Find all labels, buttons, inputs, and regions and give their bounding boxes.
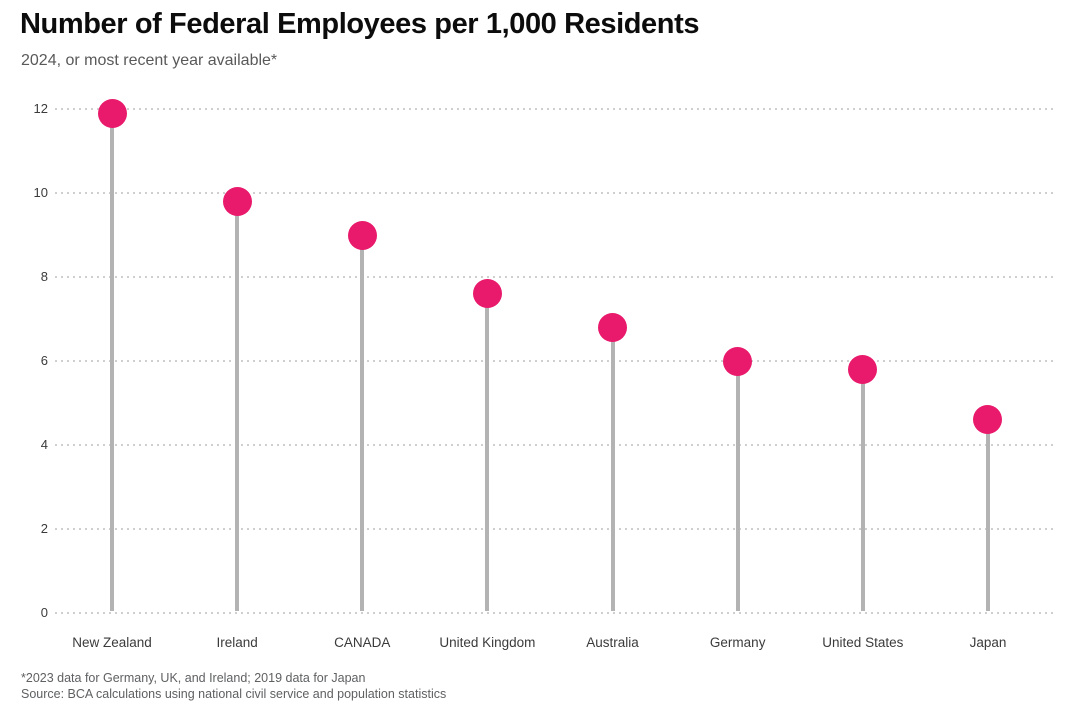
gridline-y-12 (55, 108, 1057, 110)
x-category-label: New Zealand (72, 635, 152, 650)
x-category-label: CANADA (334, 635, 391, 650)
chart-footnotes: *2023 data for Germany, UK, and Ireland;… (21, 670, 921, 702)
lollipop-stem (485, 293, 490, 611)
gridline-y-10 (55, 192, 1057, 194)
footnote-data-years: *2023 data for Germany, UK, and Ireland;… (21, 671, 366, 685)
lollipop-dot (97, 98, 127, 128)
lollipop-dot (472, 279, 502, 309)
lollipop-dot (222, 186, 252, 216)
y-tick-label: 6 (40, 353, 48, 368)
gridline-y-2 (55, 528, 1057, 530)
chart-subtitle: 2024, or most recent year available* (21, 52, 278, 69)
lollipop-stem (735, 361, 740, 611)
gridline-y-6 (55, 360, 1057, 362)
gridline-y-4 (55, 444, 1057, 446)
x-category-label: Germany (709, 635, 766, 650)
lollipop-stem (110, 113, 114, 611)
x-category-label: Ireland (216, 635, 258, 650)
y-tick-label: 0 (40, 605, 48, 620)
y-tick-label: 10 (33, 185, 48, 200)
x-category-label: Australia (586, 635, 639, 650)
x-category-label: Japan (969, 635, 1007, 650)
gridline-y-0 (55, 612, 1057, 614)
x-category-label: United States (822, 635, 904, 650)
lollipop-stem (860, 369, 865, 611)
lollipop-stem (610, 327, 615, 611)
lollipop-stem (985, 419, 990, 611)
x-category-label: United Kingdom (439, 635, 536, 650)
chart-title: Number of Federal Employees per 1,000 Re… (20, 8, 700, 40)
lollipop-dot (973, 405, 1003, 435)
y-tick-label: 12 (33, 101, 48, 116)
gridline-y-8 (55, 276, 1057, 278)
lollipop-dot (723, 346, 753, 376)
y-tick-label: 8 (40, 269, 48, 284)
lollipop-dot (848, 354, 878, 384)
lollipop-stem (360, 235, 365, 611)
lollipop-dot (598, 312, 628, 342)
y-tick-label: 4 (40, 437, 48, 452)
lollipop-stem (235, 201, 240, 611)
lollipop-dot (347, 220, 377, 250)
footnote-source: Source: BCA calculations using national … (21, 687, 447, 701)
y-tick-label: 2 (40, 521, 48, 536)
